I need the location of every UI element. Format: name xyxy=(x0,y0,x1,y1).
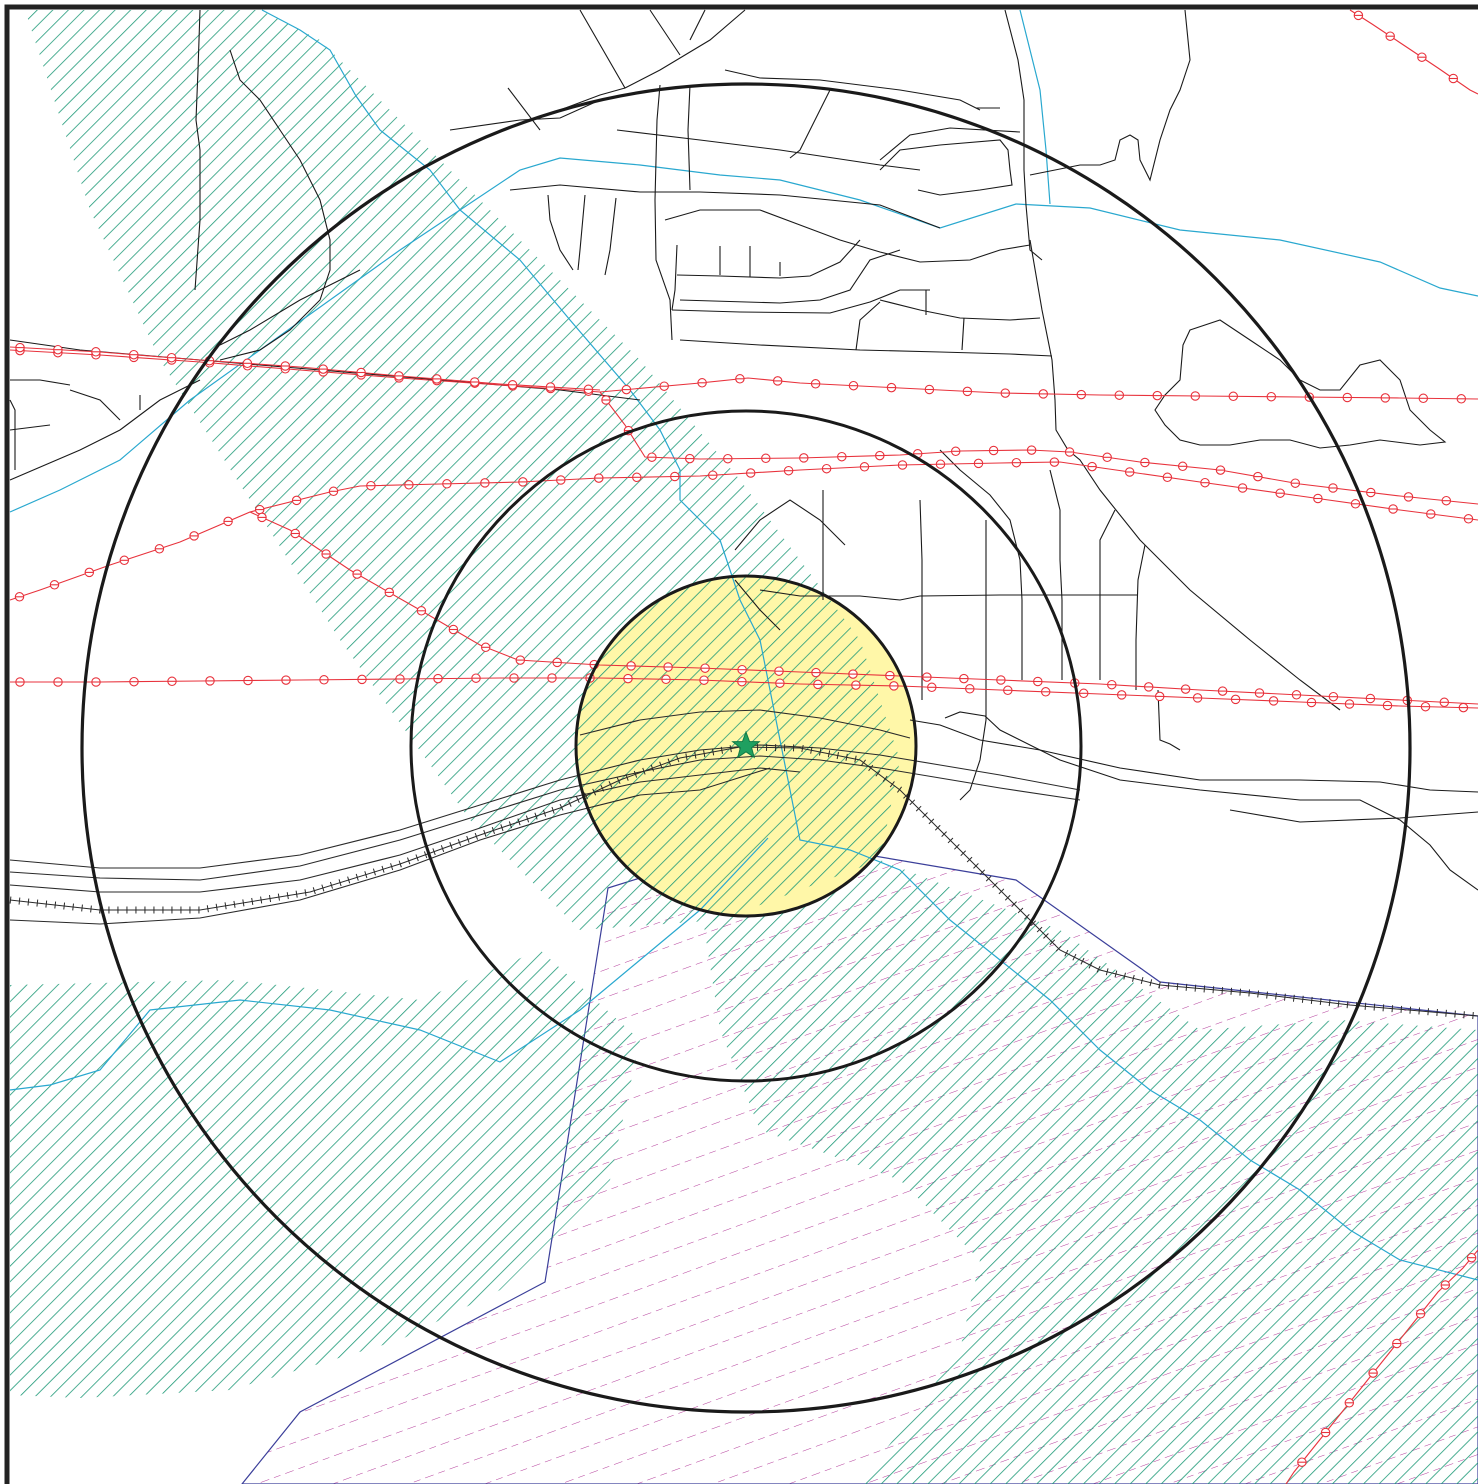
highway-layer xyxy=(9,709,1081,925)
stream-main xyxy=(261,9,1478,1281)
highway-lane-1 xyxy=(9,744,1081,869)
map-frame xyxy=(4,4,1478,1484)
utility-line-middle-b xyxy=(249,461,1478,521)
highway-lane-4 xyxy=(9,767,771,925)
stream-southwest xyxy=(9,837,769,1091)
highway-ramp xyxy=(579,709,911,739)
star-icon[interactable] xyxy=(731,730,761,759)
wetland-area-southeast xyxy=(700,860,1478,1484)
inner-buffer-ring xyxy=(574,574,918,918)
utility-pole-markers xyxy=(14,10,1477,1467)
buffer-rings xyxy=(80,82,1412,1414)
highway-lane-2 xyxy=(9,755,1081,881)
stream-northeast xyxy=(1019,9,1051,205)
railway-line xyxy=(9,746,1478,1017)
middle-buffer-ring xyxy=(409,409,1083,1083)
road-layer xyxy=(9,9,1478,891)
outer-buffer-ring xyxy=(80,82,1412,1414)
utility-line-southeast xyxy=(1285,1249,1478,1484)
railway-layer xyxy=(9,743,1478,1020)
wetland-area-southwest xyxy=(10,950,640,1398)
stream-north xyxy=(9,157,1478,513)
inner-buffer-hatch xyxy=(576,576,900,916)
stream-layer xyxy=(9,9,1478,1281)
highway-lane-3 xyxy=(9,767,801,893)
